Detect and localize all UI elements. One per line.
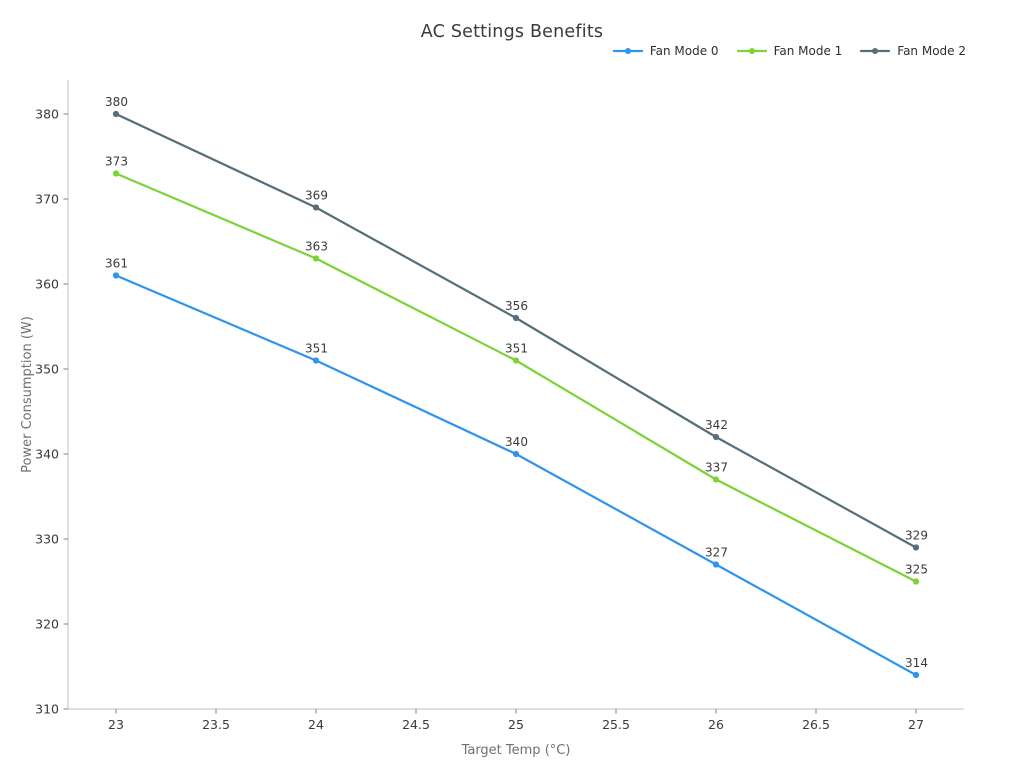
y-axis-title: Power Consumption (W) [20, 316, 35, 473]
x-axis-title: Target Temp (°C) [461, 743, 571, 758]
data-point-fan-mode-1 [712, 476, 720, 483]
y-tick-label: 370 [35, 192, 59, 207]
legend-label: Fan Mode 1 [773, 44, 843, 58]
data-point-fan-mode-0 [512, 450, 520, 458]
x-tick-label: 27 [908, 717, 924, 732]
y-tick-label: 320 [35, 617, 59, 632]
data-point-label: 340 [505, 435, 528, 449]
data-point-fan-mode-1 [912, 578, 920, 585]
series-line-fan-mode-2 [114, 112, 918, 549]
data-point-fan-mode-2 [912, 544, 920, 551]
data-point-fan-mode-0 [112, 272, 120, 279]
data-point-fan-mode-1 [512, 357, 520, 364]
x-tick-label: 23.5 [202, 717, 230, 732]
y-tick-label: 330 [35, 532, 59, 547]
data-point-fan-mode-2 [712, 433, 720, 441]
data-point-label: 369 [305, 189, 328, 203]
series-line-fan-mode-0 [114, 274, 918, 677]
chart-title: AC Settings Benefits [420, 22, 604, 42]
data-point-label: 361 [105, 257, 128, 271]
x-tick-label: 24.5 [402, 717, 430, 732]
data-point-fan-mode-2 [312, 204, 320, 211]
data-point-label: 356 [505, 299, 528, 313]
legend-swatch-icon [736, 48, 767, 54]
data-point-fan-mode-0 [912, 671, 920, 679]
series-line-fan-mode-1 [114, 172, 918, 583]
legend-label: Fan Mode 2 [897, 44, 966, 58]
y-tick-label: 310 [35, 702, 59, 717]
data-point-fan-mode-1 [312, 255, 320, 262]
data-point-label: 373 [105, 155, 128, 169]
y-tick-label: 360 [35, 277, 59, 292]
x-tick-label: 23 [108, 717, 124, 732]
legend-item-fan-mode-2: Fan Mode 2 [860, 44, 966, 58]
y-tick-label: 350 [35, 362, 59, 377]
legend-swatch-icon [860, 48, 891, 54]
legend-item-fan-mode-1: Fan Mode 1 [736, 44, 843, 58]
x-tick-label: 25.5 [602, 717, 630, 732]
data-point-label: 351 [305, 342, 328, 356]
data-point-fan-mode-0 [712, 561, 720, 568]
legend-label: Fan Mode 0 [649, 44, 719, 58]
y-tick-label: 380 [35, 107, 59, 122]
legend-marker [872, 48, 879, 54]
data-point-fan-mode-0 [312, 357, 320, 364]
data-point-label: 325 [905, 563, 928, 577]
x-tick-label: 26 [708, 717, 724, 732]
x-tick-label: 26.5 [802, 717, 830, 732]
data-point-label: 314 [905, 656, 928, 670]
legend-item-fan-mode-0: Fan Mode 0 [612, 44, 719, 58]
data-point-label: 380 [105, 95, 128, 109]
data-point-label: 363 [305, 240, 328, 254]
data-point-label: 327 [705, 546, 728, 560]
y-tick-label: 340 [35, 447, 59, 462]
data-point-fan-mode-2 [512, 314, 520, 322]
legend-swatch-icon [612, 48, 643, 54]
data-point-fan-mode-1 [112, 170, 120, 177]
x-tick-label: 25 [508, 717, 524, 732]
data-point-fan-mode-2 [112, 110, 120, 118]
legend-marker [748, 48, 755, 54]
data-point-label: 351 [505, 342, 528, 356]
data-point-label: 342 [705, 418, 728, 432]
x-tick-label: 24 [308, 717, 324, 732]
data-point-label: 337 [705, 461, 728, 475]
data-point-label: 329 [905, 529, 928, 543]
legend: Fan Mode 0 Fan Mode 1 Fan Mode 2 [612, 44, 966, 58]
legend-marker [624, 48, 631, 54]
